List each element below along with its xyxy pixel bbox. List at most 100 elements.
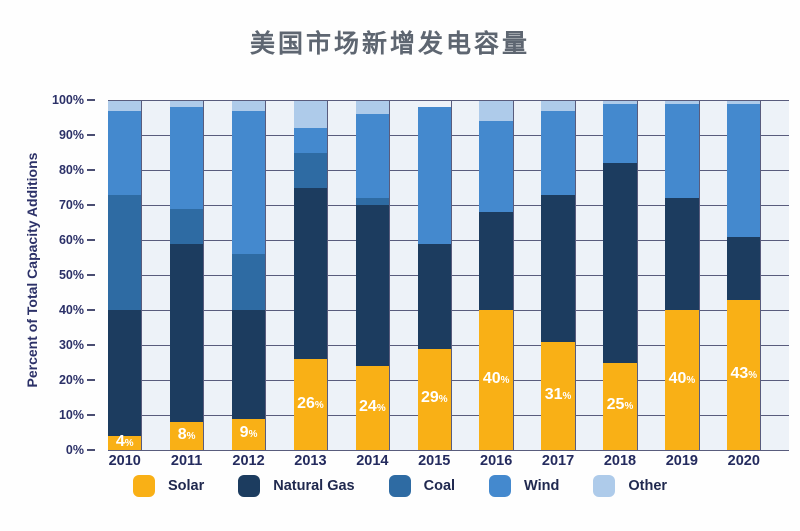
y-tick-label: 90% xyxy=(0,128,96,142)
bar-column-2019: 40% xyxy=(665,100,727,450)
bar-column-2020: 43% xyxy=(727,100,789,450)
y-tick-mark xyxy=(87,344,95,346)
bar-segment-wind xyxy=(108,110,142,195)
legend-item-natural-gas: Natural Gas xyxy=(238,475,355,497)
stacked-bar-2017 xyxy=(541,100,575,450)
y-axis-ticks: 100% 90% 80% 70% 60% 50% 40% 30% 20% 10% 0% xyxy=(0,93,96,457)
bar-segment-solar xyxy=(541,341,575,450)
gridline-vertical xyxy=(203,100,205,450)
x-axis-label: 2011 xyxy=(170,453,203,469)
percent-sign: % xyxy=(186,431,196,442)
percent-sign: % xyxy=(248,429,258,441)
legend: Solar Natural Gas Coal Wind Other xyxy=(0,475,800,497)
legend-swatch xyxy=(132,475,155,497)
bar-segment-natural-gas xyxy=(479,212,513,310)
x-axis-label: 2019 xyxy=(665,453,698,469)
y-tick-mark xyxy=(87,204,95,206)
bar-segment-natural-gas xyxy=(417,243,451,349)
y-tick-label: 100% xyxy=(0,93,96,107)
bar-segment-natural-gas xyxy=(108,310,142,436)
bar-column-2012: 9% xyxy=(231,100,294,450)
bar-value-label: 9% xyxy=(239,424,258,442)
y-tick-label: 80% xyxy=(0,163,96,177)
bar-segment-solar xyxy=(169,422,204,450)
bar-segment-wind xyxy=(231,110,266,254)
y-tick-label: 30% xyxy=(0,338,96,352)
y-tick-label: 50% xyxy=(0,268,96,282)
y-tick-label: 10% xyxy=(0,408,96,422)
x-axis-label-wrap: 2016 xyxy=(479,453,541,469)
legend-swatch xyxy=(388,475,411,497)
bar-segment-wind xyxy=(603,103,637,163)
stacked-bar-2012 xyxy=(231,100,266,450)
bar-segment-natural-gas xyxy=(665,198,699,310)
y-tick-mark xyxy=(87,169,95,171)
percent-sign: % xyxy=(500,375,510,386)
bar-columns: 4% 8% 9% 26% 24% 29% 40% 31% 25% 40% 43% xyxy=(108,100,789,450)
stacked-bar-2013 xyxy=(293,100,328,450)
chart-title: 美国市场新增发电容量 xyxy=(249,30,530,58)
y-tick-label: 0% xyxy=(0,443,96,457)
bar-segment-other xyxy=(293,100,328,128)
bar-segment-wind xyxy=(665,103,699,198)
x-axis-label: 2016 xyxy=(480,453,513,469)
bar-segment-natural-gas xyxy=(727,236,761,300)
bar-segment-solar xyxy=(417,348,451,450)
percent-sign: % xyxy=(686,375,696,386)
percent-sign: % xyxy=(624,401,634,413)
legend-swatch xyxy=(593,475,616,497)
y-tick-mark xyxy=(87,379,95,381)
bar-segment-natural-gas xyxy=(541,194,575,342)
bar-segment-natural-gas xyxy=(169,243,204,422)
bar-segment-natural-gas xyxy=(603,163,637,363)
stacked-bar-2011 xyxy=(169,100,204,450)
bar-value-label: 24% xyxy=(359,398,386,415)
y-tick-mark xyxy=(87,274,95,276)
stacked-bar-2018 xyxy=(603,100,637,450)
percent-sign: % xyxy=(376,403,386,414)
bar-segment-other xyxy=(541,100,575,111)
bar-value-label: 26% xyxy=(297,394,324,412)
bar-segment-solar xyxy=(108,436,142,450)
legend-label: Natural Gas xyxy=(273,478,355,494)
gridline-vertical xyxy=(636,100,638,450)
y-tick-label: 70% xyxy=(0,198,96,212)
gridline-vertical xyxy=(327,100,329,450)
gridline-vertical xyxy=(512,100,514,450)
percent-sign: % xyxy=(748,369,758,381)
bar-segment-wind xyxy=(169,107,204,209)
y-tick-label: 20% xyxy=(0,373,96,387)
x-axis-label: 2015 xyxy=(418,453,451,469)
gridline-vertical xyxy=(760,100,762,450)
y-tick-mark xyxy=(87,239,95,241)
bar-segment-other xyxy=(169,100,204,107)
bar-segment-other xyxy=(231,100,266,111)
bar-segment-other xyxy=(355,100,390,114)
bar-segment-wind xyxy=(355,114,390,198)
bar-column-2015: 29% xyxy=(417,100,480,450)
bar-segment-solar xyxy=(665,310,699,450)
legend-label: Coal xyxy=(423,478,456,494)
percent-sign: % xyxy=(562,390,572,402)
bar-column-2011: 8% xyxy=(169,100,232,450)
x-axis-label-wrap: 2018 xyxy=(603,453,665,469)
gridline-vertical xyxy=(574,100,576,450)
legend-label: Wind xyxy=(524,478,560,494)
bar-value-label: 25% xyxy=(606,396,634,414)
bar-segment-coal xyxy=(108,194,142,310)
legend-label: Solar xyxy=(167,478,205,494)
bar-value-label: 8% xyxy=(177,426,196,443)
plot-area: 4% 8% 9% 26% 24% 29% 40% 31% 25% 40% 43% xyxy=(108,100,789,451)
percent-sign: % xyxy=(438,394,448,406)
x-axis-label-wrap: 2013 xyxy=(294,453,356,469)
legend-item-solar: Solar xyxy=(132,475,205,497)
gridline-vertical xyxy=(698,100,700,450)
bar-segment-natural-gas xyxy=(355,205,390,366)
bar-segment-coal xyxy=(355,198,390,205)
bar-column-2013: 26% xyxy=(293,100,356,450)
y-tick-mark xyxy=(87,134,95,136)
stacked-bar-2019 xyxy=(665,100,699,450)
x-axis-label-wrap: 2014 xyxy=(356,453,418,469)
legend-swatch xyxy=(489,475,512,497)
gridline-vertical xyxy=(265,100,267,450)
